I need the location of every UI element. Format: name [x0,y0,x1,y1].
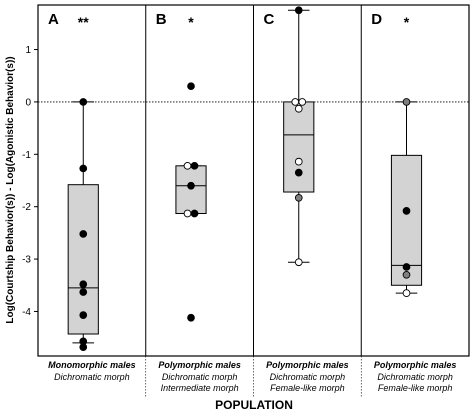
group-title: Polymorphic males [266,360,349,370]
data-point [294,258,303,267]
data-point [79,98,88,106]
data-point [402,207,411,215]
iqr-box [67,184,99,335]
data-point [402,98,411,106]
data-point [298,98,307,106]
data-point [183,209,192,218]
data-point [402,263,411,271]
data-point [79,343,88,351]
data-point [187,82,195,91]
data-point [294,157,303,166]
data-point [79,288,88,296]
panel-letter: B [156,11,167,28]
y-axis-label: Log(Courtship Behavior(s)) - Log(Agonist… [5,56,16,323]
panel-letter: D [371,11,382,28]
morph-label: Female-like morph [270,383,345,393]
panel-letter: C [264,11,275,28]
y-tick-label: 1 [25,45,31,56]
plot-frame [37,4,470,357]
data-point [291,98,300,106]
morph-label: Female-like morph [378,383,453,393]
y-tick-label: -3 [22,255,31,266]
data-point [402,270,411,279]
data-point [190,161,199,170]
data-point [294,6,303,15]
y-tick-label: 0 [25,97,31,108]
significance-marker: * [188,14,194,30]
data-point [183,161,192,170]
significance-marker: ** [78,14,89,30]
group-title: Polymorphic males [374,360,457,370]
data-point [187,313,195,322]
panel-c: C Polymorphic males Dichromatic morphFemal… [253,5,349,398]
x-axis-label: POPULATION [215,398,293,412]
panel-a: A ** Monomorphic males Dichromatic morph [48,11,136,382]
significance-marker: * [404,14,410,30]
panel-letter: A [48,11,59,28]
iqr-box [175,165,207,215]
data-point [187,181,195,190]
morph-label: Intermediate morph [161,383,239,393]
y-tick-label: -2 [22,202,31,213]
data-point [190,209,199,218]
y-tick-label: -1 [22,150,31,161]
data-point [294,104,303,113]
panel-b: B * Polymorphic males Dichromatic morphInte… [145,5,241,398]
morph-label: Dichromatic morph [270,372,346,382]
data-point [294,168,303,177]
data-point [79,311,88,319]
iqr-box [283,101,315,193]
data-point [79,164,88,173]
data-point [79,280,88,289]
morph-label: Dichromatic morph [162,372,238,382]
group-title: Polymorphic males [158,360,241,370]
y-tick-label: -4 [22,307,31,318]
data-point [402,289,411,297]
panel-d: D * Polymorphic males Dichromatic morphFema… [360,5,457,398]
morph-label: Dichromatic morph [54,372,130,382]
data-point [294,193,303,202]
morph-label: Dichromatic morph [377,372,453,382]
plot-area: 10-1-2-3-4A **Monomorphic malesDichromati… [22,4,470,398]
data-point [79,230,88,238]
group-title: Monomorphic males [48,360,136,370]
